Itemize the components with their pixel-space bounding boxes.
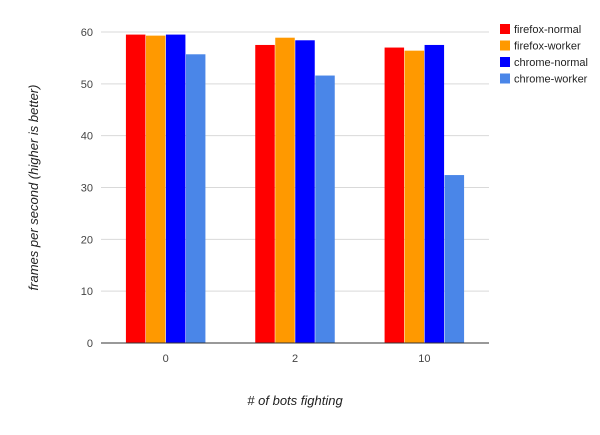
legend-label-firefox-worker: firefox-worker [514,41,581,53]
y-tick-label: 20 [81,234,93,246]
y-tick-labels: 0 10 20 30 40 50 60 [81,27,93,350]
bar-chrome-normal-0 [165,34,186,343]
legend-label-firefox-normal: firefox-normal [514,24,581,36]
y-tick-label: 40 [81,131,93,143]
bar-chrome-worker-10 [444,175,465,343]
gridlines [101,31,489,292]
y-tick-label: 50 [81,79,93,91]
legend-swatch-chrome-worker [500,73,510,84]
y-tick-label: 30 [81,183,93,195]
bar-firefox-worker-10 [404,50,425,343]
bars [125,34,465,344]
y-tick-label: 60 [81,27,93,39]
x-tick-label: 0 [163,353,169,365]
legend-swatch-chrome-normal [500,57,510,67]
legend: firefox-normal firefox-worker chrome-norma… [500,24,588,86]
bar-firefox-normal-2 [255,44,275,343]
bar-firefox-normal-10 [384,47,405,344]
x-axis-title: # of bots fighting [247,393,343,408]
bar-firefox-worker-0 [145,35,166,344]
y-tick-label: 0 [87,338,93,350]
legend-swatch-firefox-worker [500,40,510,51]
y-tick-label: 10 [81,286,93,298]
bar-chrome-worker-0 [185,54,206,344]
legend-swatch-firefox-normal [500,24,510,34]
legend-label-chrome-normal: chrome-normal [514,57,588,69]
y-axis-title: frames per second (higher is better) [26,85,41,291]
bar-firefox-normal-0 [125,34,146,343]
bar-chrome-normal-10 [424,44,445,343]
bar-firefox-worker-2 [275,37,295,344]
x-tick-label: 10 [418,353,430,365]
x-tick-label: 2 [292,353,298,365]
x-tick-labels: 0 2 10 [163,353,431,365]
bar-chrome-worker-2 [315,75,335,343]
legend-label-chrome-worker: chrome-worker [514,74,588,86]
bar-chrome-normal-2 [295,40,315,343]
